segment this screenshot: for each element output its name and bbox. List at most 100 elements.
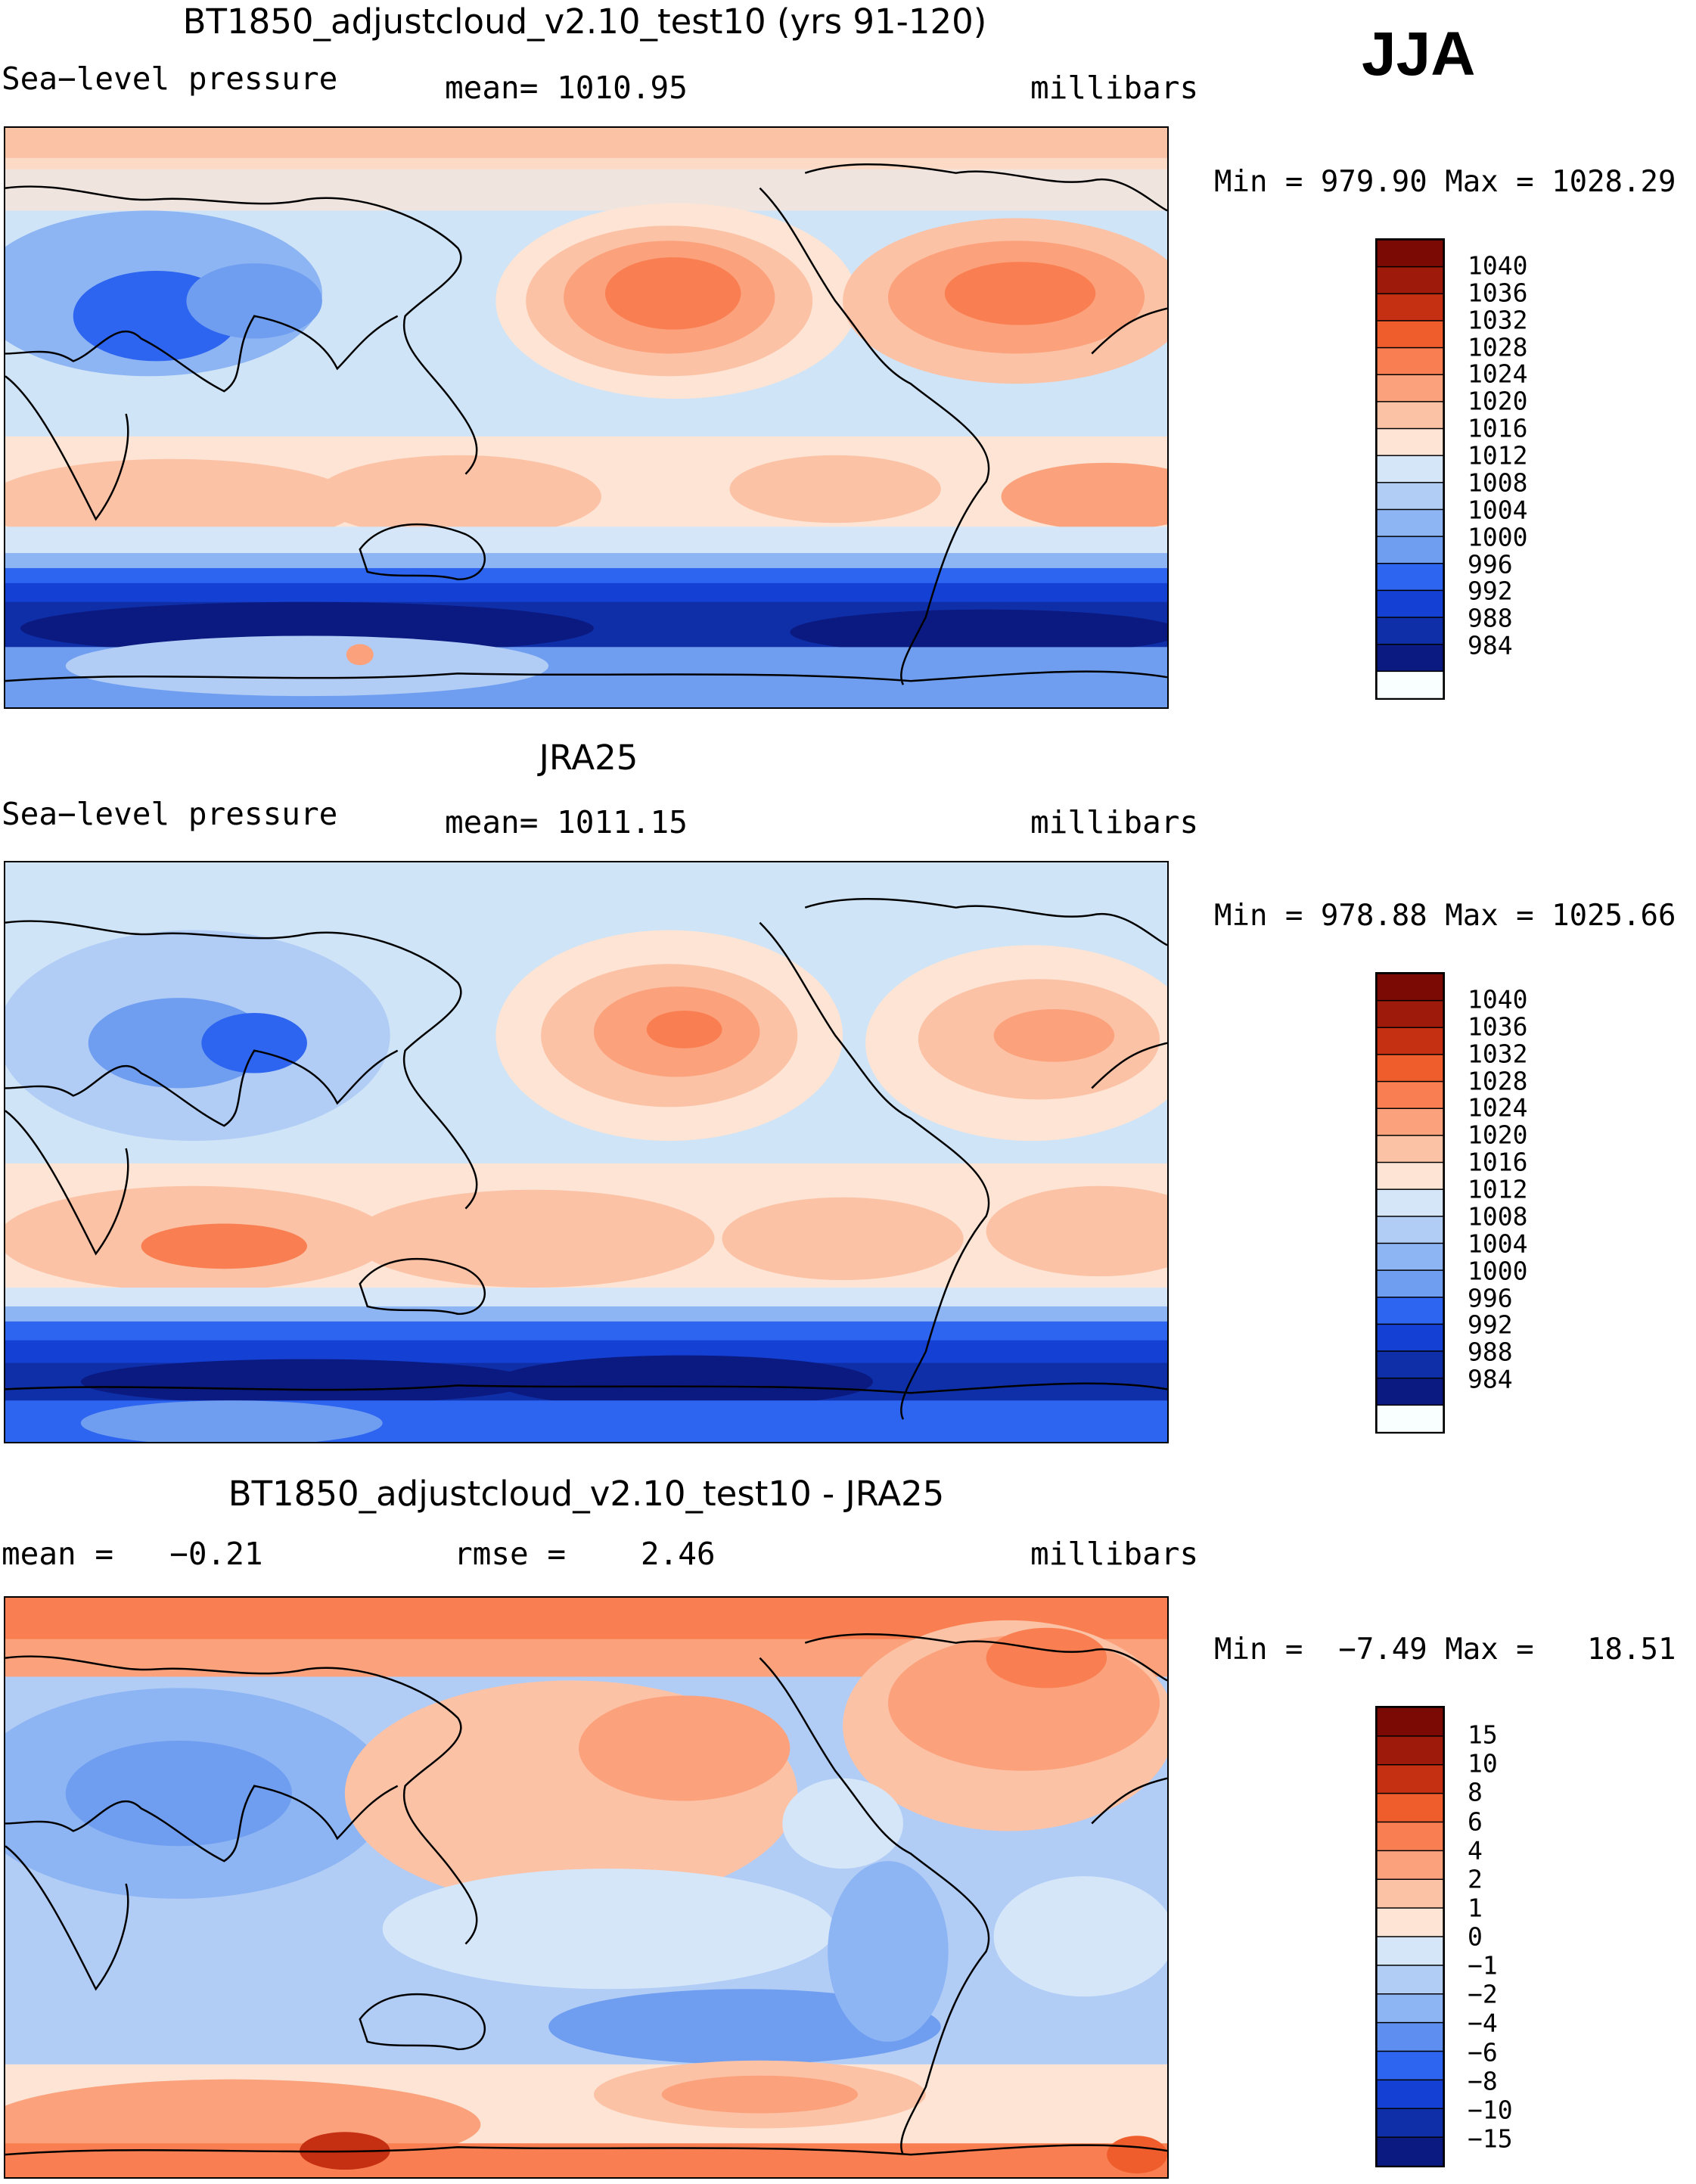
colorbar-level-label: 984 <box>1468 1364 1513 1394</box>
colorbar-swatch <box>1377 1707 1443 1738</box>
colorbar-swatch <box>1377 1135 1443 1163</box>
colorbar-diff <box>1375 1706 1445 2167</box>
colorbar-level-label: 1000 <box>1468 522 1528 552</box>
colorbar-level-label: 10 <box>1468 1748 1498 1779</box>
map-obs <box>4 861 1169 1443</box>
colorbar-level-label: 1004 <box>1468 495 1528 525</box>
colorbar-swatch <box>1377 1080 1443 1110</box>
colorbar-level-label: −6 <box>1468 2037 1498 2067</box>
minmax-diff: Min = −7.49 Max = 18.51 <box>1214 1633 1676 1667</box>
colorbar-swatch <box>1377 1993 1443 2024</box>
units-label-diff: millibars <box>1030 1536 1199 1572</box>
colorbar-level-label: 1024 <box>1468 359 1528 389</box>
units-label-obs: millibars <box>1030 804 1199 840</box>
colorbar-level-label: −10 <box>1468 2095 1513 2125</box>
colorbar-swatch <box>1377 1242 1443 1272</box>
colorbar-swatch <box>1377 563 1443 592</box>
colorbar-level-label: 15 <box>1468 1720 1498 1750</box>
colorbar-swatch <box>1377 2108 1443 2139</box>
colorbar-level-label: 1020 <box>1468 1120 1528 1150</box>
minmax-obs: Min = 978.88 Max = 1025.66 <box>1214 899 1676 933</box>
colorbar-level-label: 988 <box>1468 1337 1513 1367</box>
panel-title-model: BT1850_adjustcloud_v2.10_test10 (yrs 91-… <box>182 2 987 42</box>
colorbar-swatch <box>1377 266 1443 295</box>
colorbar-swatch <box>1377 1764 1443 1794</box>
mean-label-diff: mean = −0.21 <box>2 1536 263 1572</box>
colorbar-swatch <box>1377 1027 1443 1056</box>
colorbar-swatch <box>1377 240 1443 268</box>
colorbar-level-label: 988 <box>1468 603 1513 633</box>
colorbar-level-label: 992 <box>1468 576 1513 606</box>
colorbar-swatch <box>1377 1161 1443 1191</box>
colorbar-level-label: −15 <box>1468 2123 1513 2154</box>
colorbar-swatch <box>1377 617 1443 645</box>
colorbar-swatch <box>1377 1054 1443 1083</box>
colorbar-level-label: 1040 <box>1468 984 1528 1014</box>
colorbar-level-label: 6 <box>1468 1807 1483 1836</box>
colorbar-swatch <box>1377 670 1443 698</box>
colorbar-swatch <box>1377 2050 1443 2081</box>
variable-label-obs: Sea−level pressure <box>2 796 338 832</box>
colorbar-level-label: 8 <box>1468 1777 1483 1807</box>
minmax-model: Min = 979.90 Max = 1028.29 <box>1214 165 1676 199</box>
colorbar-level-label: 1020 <box>1468 386 1528 416</box>
colorbar-level-label: 1012 <box>1468 1174 1528 1204</box>
colorbar-swatch <box>1377 2136 1443 2166</box>
colorbar-level-label: 1000 <box>1468 1256 1528 1286</box>
colorbar-level-label: 1028 <box>1468 1066 1528 1096</box>
colorbar-swatch <box>1377 999 1443 1029</box>
colorbar-level-label: 984 <box>1468 630 1513 660</box>
colorbar-level-label: 992 <box>1468 1309 1513 1340</box>
colorbar-level-label: 1040 <box>1468 250 1528 281</box>
panel-title-obs: JRA25 <box>539 738 638 778</box>
colorbar-model <box>1375 238 1445 700</box>
colorbar-swatch <box>1377 1792 1443 1823</box>
colorbar-level-label: 1012 <box>1468 440 1528 471</box>
colorbar-swatch <box>1377 1350 1443 1379</box>
colorbar-level-label: 1016 <box>1468 413 1528 443</box>
colorbar-level-label: 1016 <box>1468 1147 1528 1177</box>
colorbar-level-label: −1 <box>1468 1950 1498 1981</box>
mean-label-model: mean= 1010.95 <box>445 70 688 106</box>
colorbar-level-label: −2 <box>1468 1979 1498 2009</box>
colorbar-swatch <box>1377 1269 1443 1299</box>
colorbar-swatch <box>1377 374 1443 403</box>
colorbar-level-label: −4 <box>1468 2008 1498 2038</box>
colorbar-level-label: 1032 <box>1468 305 1528 335</box>
colorbar-level-label: 1028 <box>1468 332 1528 362</box>
colorbar-swatch <box>1377 536 1443 565</box>
colorbar-swatch <box>1377 2079 1443 2110</box>
colorbar-swatch <box>1377 346 1443 376</box>
colorbar-swatch <box>1377 427 1443 457</box>
colorbar-swatch <box>1377 1821 1443 1852</box>
colorbar-level-label: 996 <box>1468 549 1513 579</box>
colorbar-swatch <box>1377 1216 1443 1244</box>
colorbar-level-label: 1032 <box>1468 1039 1528 1069</box>
colorbar-level-label: 0 <box>1468 1921 1483 1952</box>
colorbar-swatch <box>1377 508 1443 538</box>
colorbar-level-label: 1008 <box>1468 1201 1528 1232</box>
season-label: JJA <box>1362 20 1476 89</box>
colorbar-swatch <box>1377 589 1443 619</box>
mean-label-obs: mean= 1011.15 <box>445 804 688 840</box>
panel-title-diff: BT1850_adjustcloud_v2.10_test10 - JRA25 <box>228 1474 945 1514</box>
colorbar-swatch <box>1377 1735 1443 1766</box>
rmse-label-diff: rmse = 2.46 <box>454 1536 716 1572</box>
units-label-model: millibars <box>1030 70 1199 106</box>
colorbar-swatch <box>1377 974 1443 1002</box>
map-diff <box>4 1596 1169 2179</box>
map-model <box>4 126 1169 709</box>
colorbar-swatch <box>1377 1377 1443 1406</box>
colorbar-level-label: 1004 <box>1468 1229 1528 1259</box>
variable-label-model: Sea−level pressure <box>2 61 338 97</box>
colorbar-swatch <box>1377 1936 1443 1967</box>
colorbar-level-label: 1 <box>1468 1893 1483 1923</box>
colorbar-swatch <box>1377 401 1443 430</box>
colorbar-level-label: 1036 <box>1468 278 1528 308</box>
colorbar-level-label: 1008 <box>1468 468 1528 498</box>
colorbar-swatch <box>1377 1965 1443 1995</box>
colorbar-swatch <box>1377 1878 1443 1909</box>
colorbar-swatch <box>1377 1108 1443 1137</box>
colorbar-swatch <box>1377 320 1443 349</box>
colorbar-swatch <box>1377 455 1443 484</box>
